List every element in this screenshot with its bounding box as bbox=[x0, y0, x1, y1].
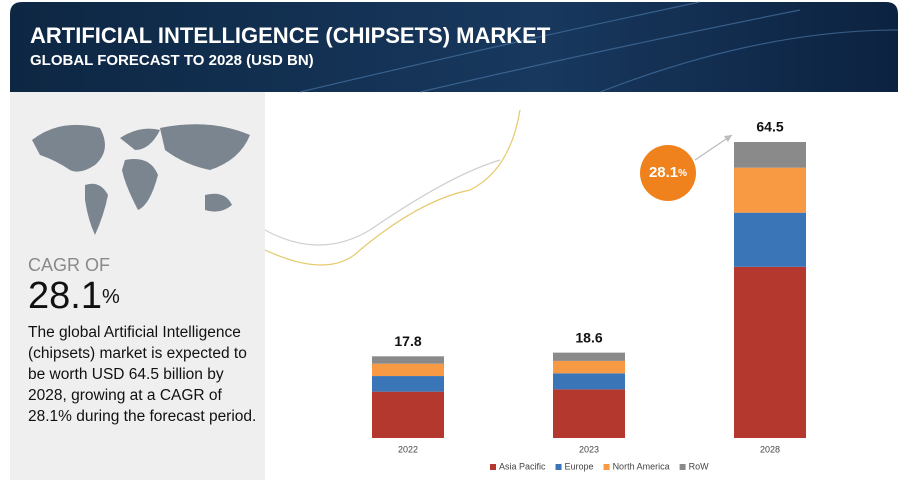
legend-label: Europe bbox=[565, 461, 594, 471]
description: The global Artificial Intelligence (chip… bbox=[28, 324, 257, 425]
bar-segment bbox=[553, 360, 625, 374]
header-decoration bbox=[299, 1, 899, 93]
bar-segment bbox=[372, 391, 444, 438]
x-tick-label: 2023 bbox=[579, 444, 599, 454]
bar-segment bbox=[372, 376, 444, 392]
legend-label: North America bbox=[613, 461, 670, 471]
legend-swatch bbox=[603, 464, 610, 470]
title: ARTIFICIAL INTELLIGENCE (CHIPSETS) MARKE… bbox=[30, 23, 551, 48]
cagr-badge bbox=[640, 145, 696, 201]
legend-swatch bbox=[555, 464, 562, 470]
badge-text: 28.1% bbox=[649, 164, 687, 181]
bar-segment bbox=[372, 356, 444, 364]
world-map bbox=[32, 124, 250, 235]
cagr-figure: 28.1% bbox=[28, 275, 120, 317]
legend-swatch bbox=[679, 464, 686, 470]
growth-arrow bbox=[694, 134, 733, 161]
total-label: 64.5 bbox=[756, 119, 783, 135]
bar-segment bbox=[734, 167, 806, 213]
badge-unit: % bbox=[678, 168, 687, 179]
total-label: 17.8 bbox=[394, 333, 421, 349]
bar-segment bbox=[734, 266, 806, 438]
total-label: 18.6 bbox=[575, 329, 602, 345]
bar-segment bbox=[734, 212, 806, 267]
legend-label: RoW bbox=[689, 461, 710, 471]
bar-segment bbox=[372, 363, 444, 377]
cagr-unit: % bbox=[102, 286, 120, 308]
growth-arrowhead bbox=[724, 135, 732, 142]
decor-curve bbox=[264, 109, 521, 266]
x-tick-label: 2028 bbox=[760, 444, 780, 454]
badge-value: 28.1 bbox=[649, 164, 678, 181]
legend-label: Asia Pacific bbox=[499, 461, 546, 471]
bar-segment bbox=[734, 142, 806, 168]
bar-segment bbox=[553, 389, 625, 438]
x-tick-label: 2022 bbox=[398, 444, 418, 454]
subtitle: GLOBAL FORECAST TO 2028 (USD BN) bbox=[30, 52, 314, 69]
cagr-value: 28.1 bbox=[28, 275, 102, 317]
header-band bbox=[10, 2, 898, 92]
plot: 17.8 2022 18.6 2023 64.5 2028 Asia Pacific Euro… bbox=[372, 119, 806, 471]
legend-swatch bbox=[490, 464, 496, 470]
decor-curve bbox=[264, 159, 501, 246]
bar-segment bbox=[553, 373, 625, 390]
bar-segment bbox=[553, 352, 625, 361]
cagr-label: CAGR OF bbox=[28, 255, 110, 275]
